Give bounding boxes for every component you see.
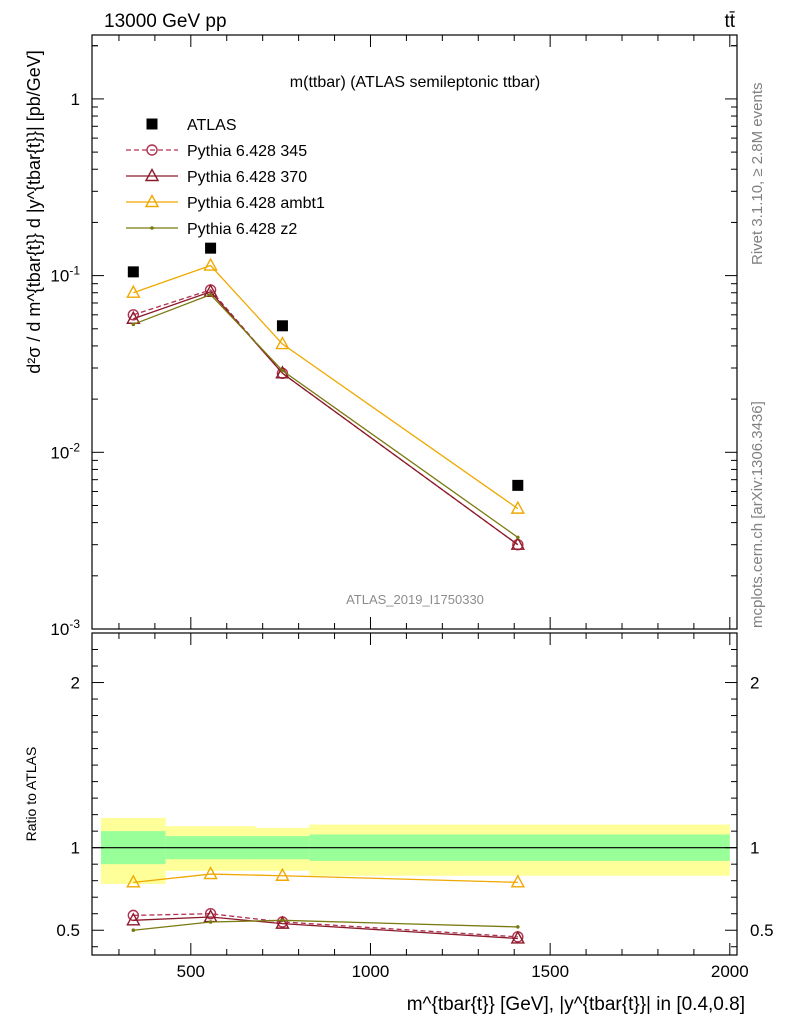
ratio-y-tick-label: 2 (71, 674, 80, 693)
series-line-pythia-6-428-370 (133, 291, 519, 546)
data-point-pythia-6-428-ambt1-0 (126, 284, 141, 298)
process-label: tt̄ (724, 11, 735, 32)
ratio-y-axis-label: Ratio to ATLAS (23, 747, 39, 842)
legend: ATLAS Pythia 6.428 345 Pythia 6.428 370 Pyt… (126, 117, 325, 238)
data-point-pythia-6-428-345-0 (127, 309, 140, 321)
data-point-atlas-3 (512, 479, 524, 491)
ratio-point-pythia-6-428-370-3 (510, 930, 525, 944)
ratio-y-tick-label: 1 (71, 839, 80, 858)
ratio-line-pythia-6-428-z2 (133, 919, 518, 931)
data-point-atlas-2 (276, 320, 288, 332)
legend-label-pythia-6-428-z2: Pythia 6.428 z2 (187, 221, 297, 238)
legend-label-pythia-6-428-370: Pythia 6.428 370 (187, 169, 307, 186)
ratio-point-pythia-6-428-ambt1-0 (126, 874, 141, 888)
x-tick-label: 2000 (711, 962, 749, 981)
data-point-atlas-0 (127, 266, 139, 278)
ratio-point-pythia-6-428-ambt1-1 (203, 866, 218, 880)
legend-marker-pythia-6-428-ambt1 (144, 194, 160, 208)
legend-marker-atlas (146, 118, 158, 130)
main-panel: 110-110-210-3 m(ttbar) (ATLAS semilepton… (24, 34, 738, 639)
series-line-pythia-6-428-ambt1 (133, 264, 519, 510)
y-tick-label: 1 (71, 90, 80, 109)
y-tick-label-base: 10 (50, 443, 69, 462)
ratio-point-pythia-6-428-ambt1-2 (275, 867, 290, 881)
ratio-y-tick-label-right: 1 (750, 839, 759, 858)
legend-marker-pythia-6-428-345 (146, 144, 158, 156)
main-x-ticks (118, 35, 731, 629)
rivet-label: Rivet 3.1.10, ≥ 2.8M events (749, 83, 766, 266)
x-tick-label: 1000 (352, 962, 390, 981)
y-tick-label: 10-2 (50, 440, 80, 462)
y-tick-label-exponent: -2 (69, 440, 80, 454)
ratio-point-pythia-6-428-345-0 (127, 909, 140, 922)
legend-label-atlas: ATLAS (187, 117, 237, 134)
y-tick-label: 10-3 (50, 617, 80, 639)
ratio-line-pythia-6-428-345 (133, 913, 518, 938)
legend-label-pythia-6-428-ambt1: Pythia 6.428 ambt1 (187, 195, 325, 212)
x-tick-label: 1500 (531, 962, 569, 981)
y-tick-label-exponent: -3 (69, 617, 80, 631)
ratio-point-pythia-6-428-ambt1-3 (510, 874, 525, 888)
ratio-y-tick-label-right: 2 (750, 674, 759, 693)
series-line-pythia-6-428-z2 (133, 293, 519, 538)
ratio-y-tick-label-right: 0.5 (750, 921, 774, 940)
data-point-pythia-6-428-z2-0 (131, 322, 136, 327)
ratio-y-tick-label: 0.5 (56, 921, 80, 940)
mcplots-label: mcplots.cern.ch [arXiv:1306.3436] (749, 401, 766, 628)
main-y-axis-label: d²σ / d m^{tbar{t}} d |y^{tbar{t}}| [pb/… (24, 50, 44, 374)
ratio-panel: 500 1000 1500 2000 2 2 1 1 0.5 0.5 Ratio to ATLA… (23, 632, 774, 1015)
main-marks (126, 242, 525, 551)
energy-label: 13000 GeV pp (104, 11, 227, 32)
ratio-frame (91, 632, 738, 956)
data-point-pythia-6-428-370-3 (510, 536, 525, 550)
data-point-pythia-6-428-ambt1-1 (203, 257, 218, 271)
ratio-x-ticks: 500 1000 1500 2000 (118, 633, 749, 981)
analysis-watermark: ATLAS_2019_I1750330 (346, 592, 484, 607)
main-y-ticks: 110-110-210-3 (50, 45, 737, 639)
ratio-point-pythia-6-428-345-1 (204, 908, 217, 920)
ratio-marks (92, 817, 737, 944)
ratio-point-pythia-6-428-z2-0 (131, 928, 136, 933)
ratio-line-pythia-6-428-ambt1 (133, 873, 518, 883)
y-tick-label: 10-1 (50, 264, 80, 286)
data-point-pythia-6-428-z2-1 (208, 292, 213, 297)
ratio-y-ticks: 2 2 1 1 0.5 0.5 (56, 632, 774, 948)
main-title: m(ttbar) (ATLAS semileptonic ttbar) (290, 74, 540, 91)
data-point-pythia-6-428-z2-2 (280, 368, 285, 373)
ratio-point-pythia-6-428-370-0 (126, 912, 141, 926)
series-line-pythia-6-428-345 (133, 289, 519, 546)
x-axis-label: m^{tbar{t}} [GeV], |y^{tbar{t}}| in [0.4… (407, 994, 745, 1015)
ratio-point-pythia-6-428-z2-1 (208, 920, 213, 924)
legend-label-pythia-6-428-345: Pythia 6.428 345 (187, 143, 307, 160)
y-tick-label-exponent: -1 (69, 264, 80, 278)
data-point-pythia-6-428-ambt1-2 (275, 336, 290, 350)
ratio-line-pythia-6-428-370 (133, 916, 518, 940)
ratio-point-pythia-6-428-z2-2 (280, 918, 285, 923)
y-tick-label-base: 10 (50, 620, 69, 639)
data-point-pythia-6-428-ambt1-3 (510, 500, 525, 514)
data-point-atlas-1 (205, 242, 217, 254)
x-tick-label: 500 (177, 962, 205, 981)
data-point-pythia-6-428-z2-3 (516, 535, 520, 540)
ratio-point-pythia-6-428-370-2 (275, 915, 290, 929)
legend-marker-pythia-6-428-z2 (150, 226, 154, 230)
y-tick-label-base: 10 (50, 267, 69, 286)
legend-marker-pythia-6-428-370 (144, 168, 160, 182)
ratio-point-pythia-6-428-z2-3 (516, 925, 520, 929)
main-frame (91, 34, 738, 630)
